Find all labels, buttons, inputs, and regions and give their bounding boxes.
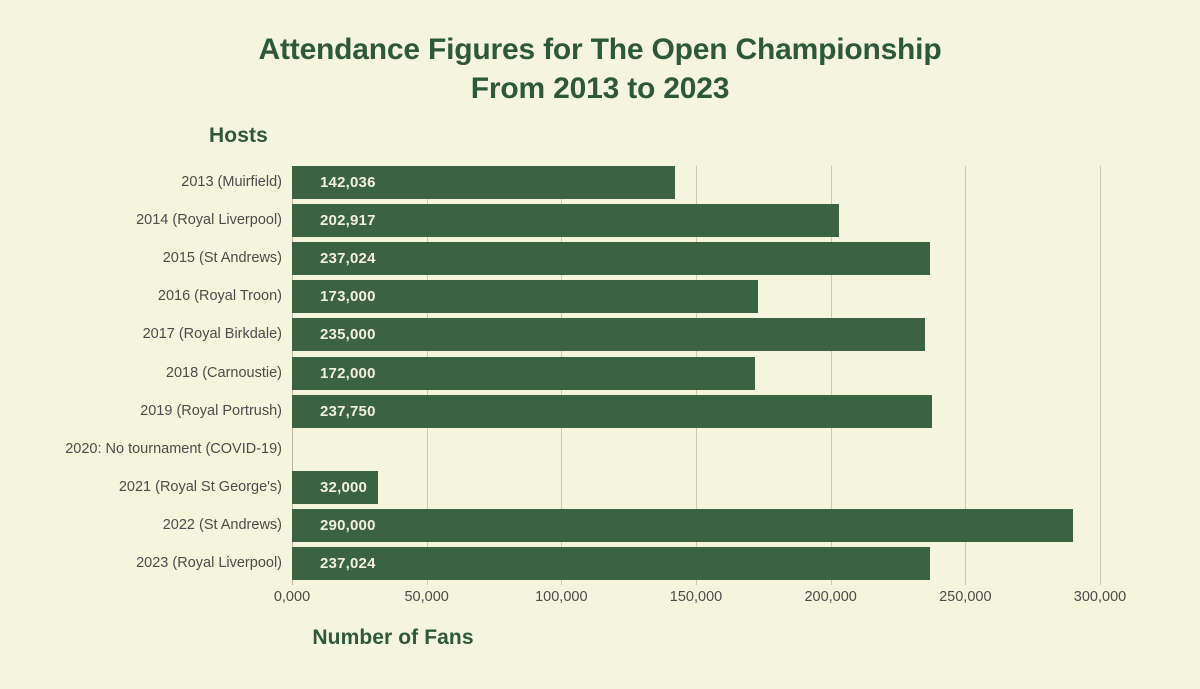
bar-row[interactable]: 237,750 — [292, 394, 1100, 428]
bar-value-label: 202,917 — [320, 212, 376, 230]
chart-title: Attendance Figures for The Open Champion… — [0, 30, 1200, 108]
category-label: 2013 (Muirfield) — [181, 174, 282, 190]
x-tick-label: 0,000 — [273, 589, 311, 605]
bar-row[interactable]: 237,024 — [292, 547, 1100, 580]
bar[interactable] — [292, 470, 379, 504]
bar[interactable] — [292, 318, 925, 352]
gridline — [1100, 166, 1101, 585]
category-label: 2019 (Royal Portrush) — [140, 402, 282, 419]
bar-value-label: 235,000 — [320, 326, 376, 344]
bar-value-label: 237,024 — [320, 555, 376, 572]
category-label: 2021 (Royal St George's) — [118, 478, 282, 495]
bar[interactable] — [292, 547, 931, 580]
bar-row[interactable]: 202,917 — [292, 204, 1100, 238]
y-axis-title: Hosts — [209, 124, 268, 147]
category-axis-labels: 2013 (Muirfield) 2014 (Royal Liverpool) 20… — [0, 166, 282, 585]
x-axis-tick-labels: 0,000 50,000 100,000 150,000 200,000 250,000 3… — [0, 589, 1200, 613]
bar-row[interactable]: 172,000 — [292, 356, 1100, 390]
x-tick-label: 100,000 — [535, 589, 588, 605]
x-axis-title: Number of Fans — [312, 626, 474, 649]
bar-value-label: 142,036 — [320, 174, 376, 191]
bar-row[interactable] — [292, 433, 1100, 466]
x-tick-label: 250,000 — [939, 589, 992, 605]
category-label: 2023 (Royal Liverpool) — [136, 555, 282, 571]
bar-row[interactable]: 142,036 — [292, 166, 1100, 199]
bar-row[interactable]: 173,000 — [292, 280, 1100, 314]
bar-value-label: 32,000 — [320, 478, 368, 496]
x-tick-label: 300,000 — [1073, 589, 1127, 605]
category-label: 2018 (Carnoustie) — [165, 364, 282, 381]
category-label: 2015 (St Andrews) — [162, 250, 282, 267]
bar[interactable] — [292, 280, 758, 314]
plot-area: 142,036 202,917 237,024 173,000 235,000 172,0… — [292, 166, 1101, 585]
category-label: 2020: No tournament (COVID-19) — [65, 440, 282, 457]
x-tick-label: 150,000 — [669, 589, 723, 605]
chart-title-line-1: Attendance Figures for The Open Champion… — [258, 33, 942, 66]
chart-title-line-2: From 2013 to 2023 — [470, 72, 730, 105]
bar[interactable] — [292, 356, 756, 390]
bar-value-label: 237,024 — [320, 250, 376, 268]
category-label: 2017 (Royal Birkdale) — [142, 326, 282, 343]
bar-value-label: 172,000 — [320, 364, 376, 382]
category-label: 2022 (St Andrews) — [162, 516, 282, 533]
bar[interactable] — [292, 204, 839, 238]
bar-value-label: 237,750 — [320, 402, 376, 420]
x-tick-label: 50,000 — [404, 589, 449, 605]
bar[interactable] — [292, 166, 675, 199]
bar[interactable] — [292, 242, 931, 276]
bar-row[interactable]: 235,000 — [292, 318, 1100, 352]
bar-value-label: 290,000 — [320, 516, 376, 534]
category-label: 2016 (Royal Troon) — [157, 288, 282, 305]
bar[interactable] — [292, 394, 933, 428]
bar-row[interactable]: 32,000 — [292, 470, 1100, 504]
bar-rows: 142,036 202,917 237,024 173,000 235,000 172,0… — [292, 166, 1100, 585]
x-tick-label: 200,000 — [804, 589, 857, 605]
bar-value-label: 173,000 — [320, 288, 376, 306]
bar-row[interactable]: 237,024 — [292, 242, 1100, 276]
bar-row[interactable]: 290,000 — [292, 508, 1100, 542]
bar[interactable] — [292, 508, 1074, 542]
category-label: 2014 (Royal Liverpool) — [136, 212, 282, 229]
